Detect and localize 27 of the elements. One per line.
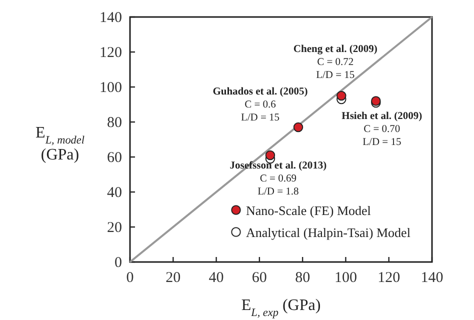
annotation: Hsieh et al. (2009) C = 0.70 L/D = 15 bbox=[342, 111, 423, 148]
y-tick-label: 80 bbox=[107, 115, 122, 131]
x-tick-label: 40 bbox=[208, 270, 224, 286]
legend-label: Analytical (Halpin-Tsai) Model bbox=[246, 225, 411, 240]
x-tick-label: 60 bbox=[252, 270, 267, 286]
y-tick-label: 0 bbox=[114, 255, 122, 271]
point bbox=[336, 90, 346, 101]
legend-label: Nano-Scale (FE) Model bbox=[246, 203, 372, 218]
y-tick-label: 40 bbox=[107, 185, 122, 201]
y-axis-title: E$_{L, model}$ (GPa) bbox=[36, 124, 84, 164]
x-tick-label: 120 bbox=[378, 270, 400, 286]
point bbox=[293, 122, 304, 132]
x-tick-label: 100 bbox=[334, 270, 357, 286]
x-axis-title: E$_{L, exp}$ (GPa) bbox=[241, 297, 321, 319]
annotation: Cheng et al. (2009) C = 0.72 L/D = 15 bbox=[293, 44, 378, 81]
y-tick-label: 100 bbox=[100, 80, 122, 96]
point bbox=[265, 150, 276, 160]
y-tick-label: 140 bbox=[100, 10, 122, 26]
x-tick-label: 140 bbox=[420, 270, 444, 286]
y-tick-label: 20 bbox=[107, 220, 122, 236]
y-tick-label: 120 bbox=[100, 45, 122, 61]
x-tick-label: 20 bbox=[166, 270, 181, 286]
x-tick-label: 0 bbox=[126, 270, 134, 286]
x-tick-label: 80 bbox=[295, 270, 310, 286]
annotation: Josefsson et al. (2013) C = 0.69 L/D = 1.8 bbox=[230, 160, 328, 198]
annotation: Guhados et al. (2005) C = 0.6 L/D = 15 bbox=[212, 86, 308, 124]
y-tick-label: 60 bbox=[107, 150, 122, 166]
